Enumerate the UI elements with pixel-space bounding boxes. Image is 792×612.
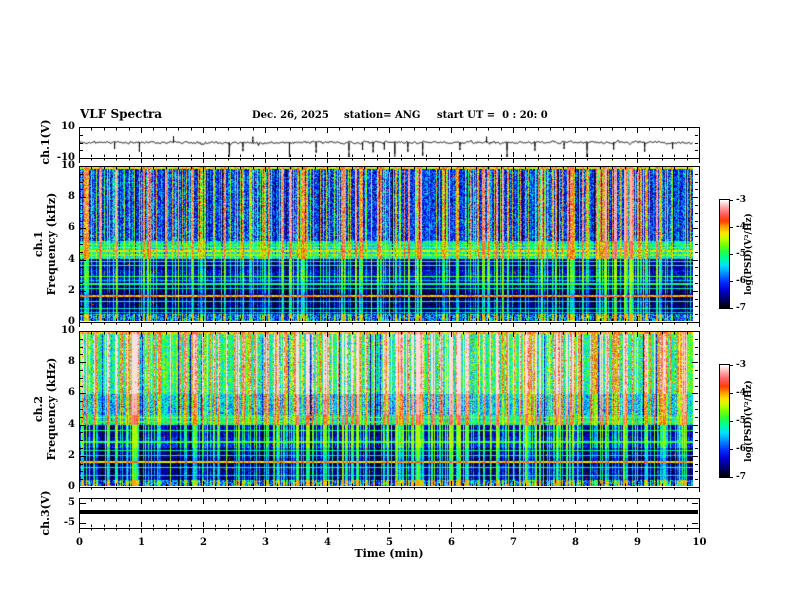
colorbar2-tick-label: -7 [736, 472, 746, 482]
time-tick-label: 7 [510, 537, 517, 548]
ch1-frequency-tick-label: 0 [68, 316, 75, 327]
ch1-frequency-tick-label: 8 [68, 191, 75, 202]
ch1-frequency-axis-label: Frequency (kHz) [44, 192, 58, 296]
time-tick-label: 1 [138, 537, 145, 548]
date-label: Dec. 26, 2025 [252, 110, 329, 121]
time-tick-label: 0 [76, 537, 83, 548]
figure-title: VLF Spectra [80, 107, 163, 121]
colorbar2-psd-label: log(PSD)(V²/Hz) [744, 380, 755, 462]
colorbar1-tick-label: -3 [736, 195, 746, 205]
time-tick-label: 10 [692, 537, 707, 548]
ch2-frequency-tick-label: 0 [68, 481, 75, 492]
colorbar2-tick-label: -5 [736, 416, 746, 426]
ch2-frequency-axis-label: Frequency (kHz) [44, 357, 58, 461]
ch1-frequency-tick-label: 6 [68, 222, 75, 233]
ch1-voltage-tick-label: -10 [56, 152, 75, 163]
station-label: station= ANG [344, 110, 421, 121]
colorbar1-tick-label: -5 [736, 249, 746, 259]
colorbar1-psd-label: log(PSD)(V²/Hz) [744, 213, 755, 295]
ch1-frequency-tick-label: 2 [68, 285, 75, 296]
ch3-flatline-trace [80, 510, 698, 514]
ch1-spectrogram-canvas [80, 167, 693, 321]
ch1-voltage-tick-label: 10 [61, 121, 75, 132]
ch2-frequency-tick-label: 4 [68, 419, 75, 430]
time-tick-label: 9 [634, 537, 641, 548]
time-tick-label: 3 [262, 537, 269, 548]
colorbar2-tick-label: -6 [736, 444, 746, 454]
time-axis-label: Time (min) [354, 547, 424, 560]
ch2-frequency-tick-label: 10 [61, 325, 75, 336]
ch2-frequency-tick-label: 6 [68, 387, 75, 398]
time-tick-label: 4 [324, 537, 331, 548]
time-tick-label: 2 [200, 537, 207, 548]
start-ut-label: start UT = 0 : 20: 0 [437, 110, 548, 121]
colorbar2-gradient [720, 365, 729, 477]
ch1-waveform-canvas [80, 128, 693, 157]
time-tick-label: 8 [572, 537, 579, 548]
colorbar2-tick-label: -4 [736, 388, 746, 398]
colorbar2-tick-label: -3 [736, 360, 746, 370]
colorbar1-gradient [720, 200, 729, 308]
ch3-voltage-tick-label: -5 [63, 517, 75, 528]
colorbar1-tick-label: -4 [736, 222, 746, 232]
colorbar1-tick-label: -6 [736, 276, 746, 286]
ch1-frequency-tick-label: 10 [61, 160, 75, 171]
colorbar1-tick-label: -7 [736, 303, 746, 313]
ch2-frequency-tick-label: 8 [68, 356, 75, 367]
time-tick-label: 5 [386, 537, 393, 548]
ch1-frequency-tick-label: 4 [68, 254, 75, 265]
ch2-frequency-tick-label: 2 [68, 450, 75, 461]
time-tick-label: 6 [448, 537, 455, 548]
ch3-voltage-tick-label: 5 [68, 497, 75, 508]
ch2-spectrogram-canvas [80, 332, 693, 486]
